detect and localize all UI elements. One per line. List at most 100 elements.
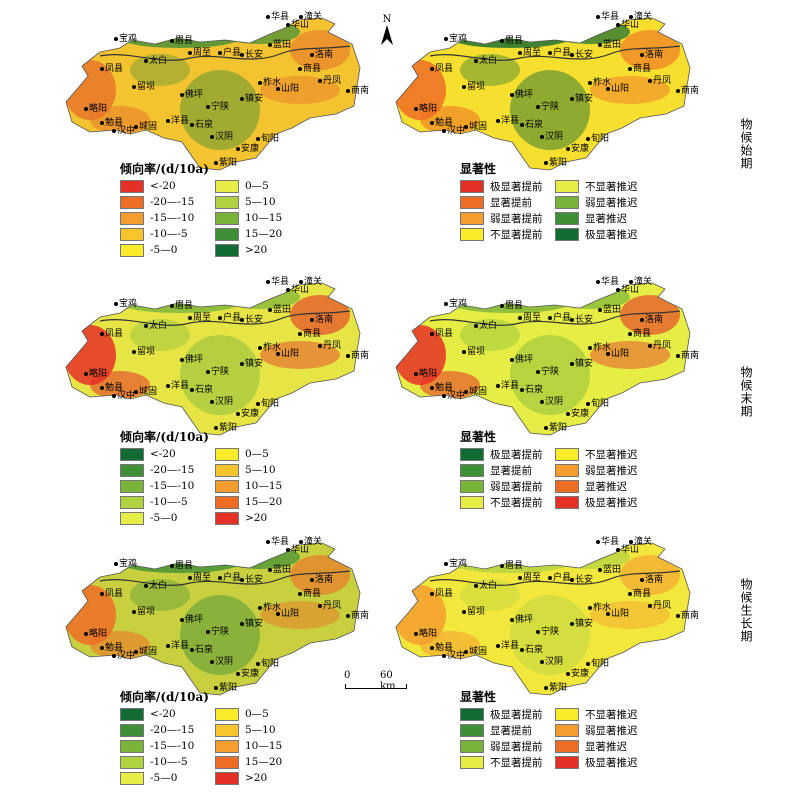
city-name: 紫阳 [549, 683, 568, 693]
legend-swatch [215, 195, 239, 209]
city-dot [132, 609, 136, 614]
city-dot [566, 671, 570, 676]
city-name: 蓝田 [273, 305, 292, 315]
legend-item: -15—-10 [120, 479, 215, 493]
city-dot [206, 104, 210, 109]
city-name: 镇安 [245, 94, 264, 104]
legend-item: 显著推迟 [555, 479, 665, 493]
city-name: 安康 [241, 144, 260, 154]
city-dot [84, 106, 88, 111]
city-label: 旬阳 [256, 134, 279, 144]
city-dot [629, 539, 633, 544]
city-name: 洛南 [645, 315, 664, 325]
city-dot [500, 38, 504, 43]
ridge-line [99, 45, 351, 61]
city-dot [166, 118, 170, 123]
city-label: 旬阳 [256, 659, 279, 669]
legend-item: 显著推迟 [555, 211, 665, 225]
legend-item: 弱显著推迟 [555, 723, 665, 737]
city-label: 石泉 [520, 385, 543, 395]
city-label: 太白 [474, 581, 497, 591]
legend-swatch [555, 479, 579, 493]
city-name: 宁陕 [541, 102, 560, 112]
city-label: 蓝田 [268, 40, 291, 50]
legend-label: <-20 [150, 448, 176, 460]
city-dot [286, 547, 290, 552]
legend-swatch [120, 211, 144, 225]
legend-swatch [215, 227, 239, 241]
city-name: 汉中 [117, 391, 136, 401]
city-dot [100, 120, 104, 125]
city-dot [276, 611, 280, 616]
city-label: 宁陕 [206, 102, 229, 112]
city-label: 户县 [218, 313, 241, 323]
city-dot [536, 369, 540, 374]
legend-swatch [555, 755, 579, 769]
city-label: 华县 [266, 537, 289, 547]
city-dot [134, 649, 138, 654]
city-label: 长安 [240, 315, 263, 325]
city-dot [606, 611, 610, 616]
city-label: 丹凤 [318, 76, 341, 86]
city-dot [648, 343, 652, 348]
city-name: 汉阴 [215, 657, 234, 667]
city-name: 汉中 [447, 391, 466, 401]
legend-label: -20—-15 [150, 196, 195, 208]
city-name: 宝鸡 [449, 34, 468, 44]
city-dot [166, 383, 170, 388]
city-name: 洛南 [645, 575, 664, 585]
city-label: 洛南 [640, 575, 663, 585]
city-name: 太白 [479, 581, 498, 591]
legend-label: 极显著推迟 [585, 756, 638, 769]
city-label: 商南 [346, 611, 369, 621]
legend-label: -15—-10 [150, 480, 195, 492]
city-dot [430, 591, 434, 596]
city-label: 太白 [144, 56, 167, 66]
city-dot [444, 36, 448, 41]
city-dot [112, 393, 116, 398]
city-label: 勉县 [100, 643, 123, 653]
legend-title: 倾向率/(d/10a) [120, 162, 209, 176]
city-label: 镇安 [240, 619, 263, 629]
city-dot [114, 561, 118, 566]
city-label: 勉县 [100, 118, 123, 128]
legend-item: 10—15 [215, 211, 325, 225]
city-name: 勉县 [105, 383, 124, 393]
map-svg [65, 542, 361, 696]
legend-swatch [120, 707, 144, 721]
city-name: 洛南 [315, 50, 334, 60]
city-label: 石泉 [190, 645, 213, 655]
city-dot [442, 653, 446, 658]
ridge-line [429, 310, 681, 326]
city-dot [586, 401, 590, 406]
legend-swatch [555, 707, 579, 721]
legend-item: 显著提前 [460, 723, 555, 737]
legend-label: 极显著提前 [490, 708, 543, 721]
region-fill [396, 18, 690, 170]
city-label: 户县 [548, 48, 571, 58]
city-label: 丹凤 [318, 341, 341, 351]
city-dot [218, 50, 222, 55]
city-name: 太白 [149, 321, 168, 331]
city-dot [598, 567, 602, 572]
city-label: 蓝田 [598, 565, 621, 575]
city-name: 宝鸡 [449, 299, 468, 309]
city-name: 华山 [291, 545, 310, 555]
city-dot [240, 317, 244, 322]
legend-swatch [460, 211, 484, 225]
city-name: 留坝 [137, 347, 156, 357]
city-name: 宁陕 [211, 627, 230, 637]
city-name: 山阳 [281, 609, 300, 619]
legend-swatch [555, 463, 579, 477]
city-dot [210, 399, 214, 404]
city-name: 凤县 [105, 589, 124, 599]
city-label: 勉县 [430, 383, 453, 393]
legend-swatch [215, 447, 239, 461]
city-dot [346, 613, 350, 618]
city-name: 户县 [553, 313, 572, 323]
legend-item: -5—0 [120, 243, 215, 257]
city-label: 安康 [566, 409, 589, 419]
map-patch [260, 76, 340, 104]
city-dot [206, 629, 210, 634]
city-dot [188, 315, 192, 320]
